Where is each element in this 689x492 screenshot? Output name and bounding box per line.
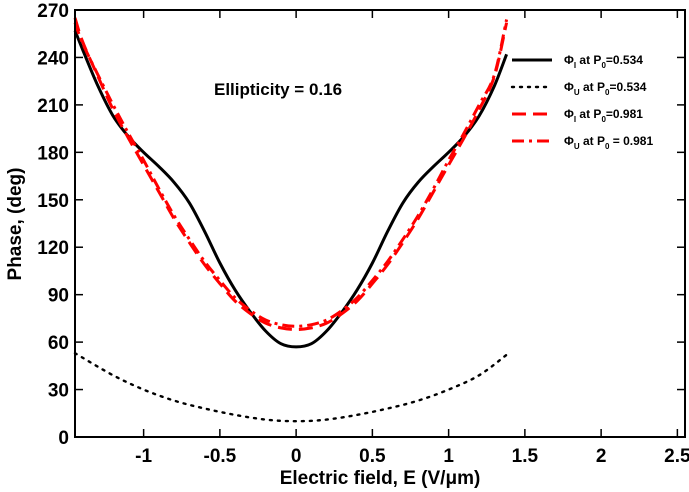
legend-label: ΦI at P0=0.534	[564, 53, 643, 70]
y-axis-label: Phase, (deg)	[5, 168, 26, 281]
y-tick-label: 150	[37, 191, 69, 212]
y-tick-label: 0	[58, 428, 69, 449]
x-tick-label: 0	[291, 446, 302, 467]
y-tick-label: 180	[37, 143, 69, 164]
plot-frame	[74, 9, 686, 438]
legend-label: ΦU at P0=0.534	[564, 80, 647, 97]
tick-layer: -1 -0.5 0 0.5 1 1.5 2 2.5 0 30 60 90 120 150 180 210 240…	[37, 1, 689, 467]
x-tick-label: -0.5	[204, 446, 237, 467]
legend-label: ΦU at P0 = 0.981	[564, 134, 653, 151]
x-axis-label: Electric field, E (V/μm)	[280, 468, 481, 489]
y-tick-label: 120	[37, 238, 69, 259]
x-tick-label: 1.5	[512, 446, 539, 467]
series-layer	[73, 17, 509, 423]
y-tick-label: 210	[37, 96, 69, 117]
y-tick-label: 270	[37, 1, 69, 22]
series-line-3	[73, 17, 509, 332]
series-line-2	[73, 352, 508, 423]
series-line-4	[73, 19, 509, 328]
x-tick-label: -1	[135, 446, 152, 467]
legend-label: ΦI at P0=0.981	[564, 107, 643, 124]
y-tick-label: 90	[48, 286, 69, 307]
x-tick-label: 2.5	[664, 446, 689, 467]
x-tick-label: 2	[596, 446, 607, 467]
series-line-1	[73, 30, 508, 349]
y-tick-label: 240	[37, 48, 69, 69]
x-tick-label: 1	[443, 446, 454, 467]
y-tick-label: 60	[48, 333, 69, 354]
x-tick-label: 0.5	[359, 446, 386, 467]
y-tick-label: 30	[48, 381, 69, 402]
ellipticity-annotation: Ellipticity = 0.16	[214, 80, 342, 99]
legend: ΦI at P0=0.534 ΦU at P0=0.534 ΦI at P0=0.9…	[510, 53, 653, 151]
